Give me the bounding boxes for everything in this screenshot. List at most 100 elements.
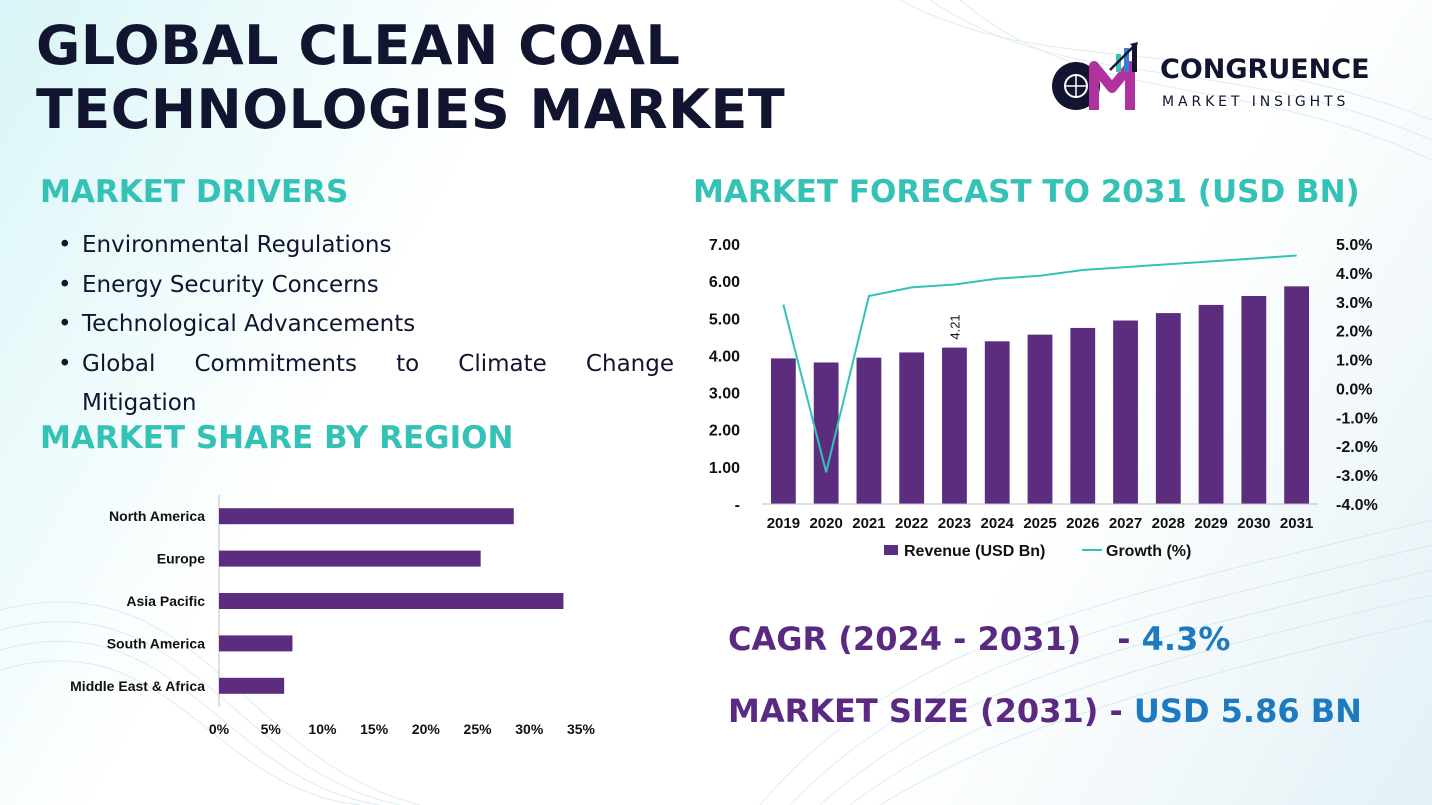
x-axis-tick: 15% (360, 721, 389, 737)
bullet-icon: • (58, 232, 72, 258)
revenue-bar (1284, 286, 1310, 504)
revenue-bar (1070, 327, 1096, 504)
x-axis-tick: 2029 (1194, 515, 1227, 532)
driver-text: Mitigation (82, 390, 197, 416)
logo-mark-icon (1052, 42, 1138, 110)
legend-label-growth: Growth (%) (1106, 543, 1191, 560)
revenue-bar (899, 352, 925, 504)
cagr-label: CAGR (2024 - 2031) (728, 620, 1082, 658)
driver-item: • Environmental Regulations (58, 226, 674, 266)
x-axis-tick: 2020 (809, 515, 842, 532)
x-axis-tick: 20% (412, 721, 441, 737)
region-bar (219, 677, 285, 694)
y-axis-right-tick: 2.0% (1336, 324, 1372, 341)
region-heading: MARKET SHARE BY REGION (40, 420, 514, 456)
y-axis-left-tick: 2.00 (709, 423, 740, 440)
revenue-bar (1198, 304, 1224, 504)
bullet-icon: • (58, 350, 72, 377)
driver-text: Energy Security Concerns (82, 271, 379, 298)
forecast-heading: MARKET FORECAST TO 2031 (USD BN) (693, 174, 1360, 210)
revenue-bar (1241, 296, 1267, 504)
driver-text: Environmental Regulations (82, 232, 392, 258)
y-axis-right-tick: 3.0% (1336, 295, 1372, 312)
region-bar (219, 593, 564, 609)
region-bar (219, 635, 293, 652)
cagr-separator: - (1117, 620, 1142, 658)
revenue-bar (984, 341, 1010, 504)
region-label: South America (107, 635, 205, 651)
x-axis-tick: 30% (515, 721, 544, 737)
region-label: Middle East & Africa (70, 678, 205, 694)
x-axis-tick: 2021 (852, 515, 885, 532)
drivers-list: • Environmental Regulations • Energy Secur… (58, 226, 674, 424)
y-axis-right-tick: -4.0% (1336, 497, 1378, 514)
bullet-icon: • (58, 271, 72, 298)
revenue-bar (1113, 320, 1138, 504)
cagr-value: 4.3% (1141, 620, 1231, 658)
bullet-icon: • (58, 311, 72, 337)
revenue-bar (813, 362, 839, 504)
logo-tagline: MARKET INSIGHTS (1162, 94, 1350, 110)
market-size-value: USD 5.86 BN (1133, 692, 1362, 730)
x-axis-tick: 2031 (1280, 515, 1313, 532)
x-axis-tick: 2022 (895, 515, 928, 532)
driver-text: Global Commitments to Climate Change (82, 350, 674, 377)
y-axis-right-tick: 1.0% (1336, 353, 1372, 370)
x-axis-tick: 35% (567, 721, 596, 737)
region-bar (219, 550, 481, 567)
driver-item: • Global Commitments to Climate Change (58, 345, 674, 385)
page-title: GLOBAL CLEAN COAL TECHNOLOGIES MARKET (36, 14, 785, 142)
x-axis-tick: 2026 (1066, 515, 1099, 532)
driver-text: Technological Advancements (82, 311, 416, 337)
y-axis-left-tick: 7.00 (709, 237, 740, 254)
x-axis-tick: 0% (209, 721, 230, 737)
market-size-separator: - (1098, 692, 1134, 730)
x-axis-tick: 2025 (1023, 515, 1056, 532)
x-axis-tick: 10% (308, 721, 337, 737)
logo-name: CONGRUENCE (1160, 54, 1370, 85)
data-label: 4.21 (947, 314, 962, 339)
revenue-bar (1155, 313, 1181, 504)
x-axis-tick: 2023 (938, 515, 971, 532)
title-line-2: TECHNOLOGIES MARKET (36, 78, 786, 141)
y-axis-right-tick: -3.0% (1336, 468, 1378, 485)
x-axis-tick: 2030 (1237, 515, 1270, 532)
revenue-bar (770, 358, 796, 504)
y-axis-left-tick: 4.00 (709, 348, 740, 365)
market-size-label: MARKET SIZE (2031) (728, 692, 1099, 730)
y-axis-left-tick: 5.00 (709, 311, 740, 328)
brand-logo: CONGRUENCE MARKET INSIGHTS (1046, 40, 1406, 120)
region-label: North America (109, 508, 205, 524)
x-axis-tick: 2027 (1109, 515, 1142, 532)
y-axis-right-tick: 4.0% (1336, 266, 1372, 283)
region-label: Europe (157, 551, 205, 567)
region-share-chart: North America Europe Asia Pacific South Ame… (70, 495, 596, 737)
x-axis-tick: 2028 (1152, 515, 1185, 532)
legend-label-revenue: Revenue (USD Bn) (904, 543, 1045, 560)
y-axis-right-tick: -1.0% (1336, 410, 1378, 427)
drivers-heading: MARKET DRIVERS (40, 174, 349, 210)
legend-swatch-revenue (884, 545, 898, 555)
region-label: Asia Pacific (126, 593, 205, 609)
y-axis-left-tick: - (735, 497, 740, 514)
x-axis-tick: 2024 (981, 515, 1015, 532)
market-size-stat: MARKET SIZE (2031) - USD 5.86 BN (728, 692, 1362, 730)
title-line-1: GLOBAL CLEAN COAL (36, 14, 681, 77)
y-axis-left-tick: 3.00 (709, 386, 740, 403)
revenue-bar (942, 347, 967, 504)
growth-line (782, 254, 1297, 473)
driver-item-continued: Mitigation (58, 384, 674, 424)
forecast-chart: - 1.00 2.00 3.00 4.00 5.00 6.00 7.00 -4.0% -3.0% -… (709, 237, 1378, 560)
driver-item: • Technological Advancements (58, 305, 674, 345)
revenue-bar (1027, 334, 1053, 504)
y-axis-right-tick: 0.0% (1336, 381, 1372, 398)
x-axis-tick: 25% (464, 721, 493, 737)
y-axis-right-tick: -2.0% (1336, 439, 1378, 456)
cagr-stat: CAGR (2024 - 2031) - 4.3% (728, 620, 1230, 658)
driver-item: • Energy Security Concerns (58, 266, 674, 306)
y-axis-right-tick: 5.0% (1336, 237, 1372, 254)
x-axis-tick: 2019 (767, 515, 800, 532)
region-bar (219, 508, 514, 525)
revenue-bar (856, 357, 882, 504)
